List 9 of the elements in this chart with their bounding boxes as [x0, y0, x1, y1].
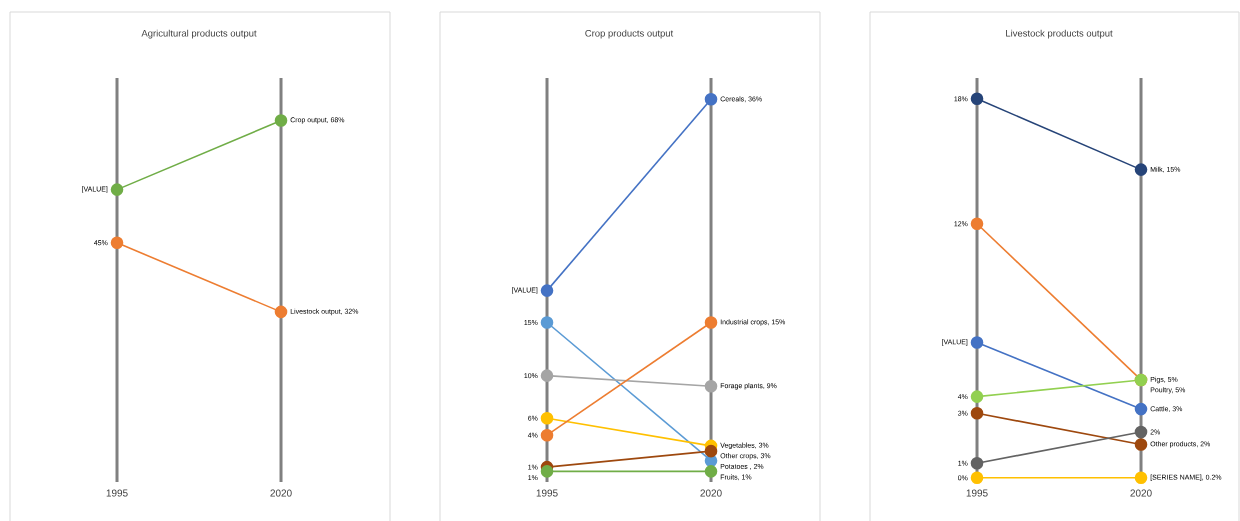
chart-title: Crop products output — [585, 29, 674, 39]
x-tick-label: 1995 — [106, 489, 128, 497]
x-tick-label: 2020 — [1130, 489, 1152, 497]
x-tick-label: 1995 — [536, 489, 558, 497]
chart-title: Livestock products output — [1006, 29, 1113, 39]
chart-title: Agricultural products output — [141, 29, 257, 39]
x-tick-label: 2020 — [270, 489, 292, 497]
x-tick-label: 2020 — [700, 489, 722, 497]
x-tick-label: 1995 — [966, 489, 988, 497]
